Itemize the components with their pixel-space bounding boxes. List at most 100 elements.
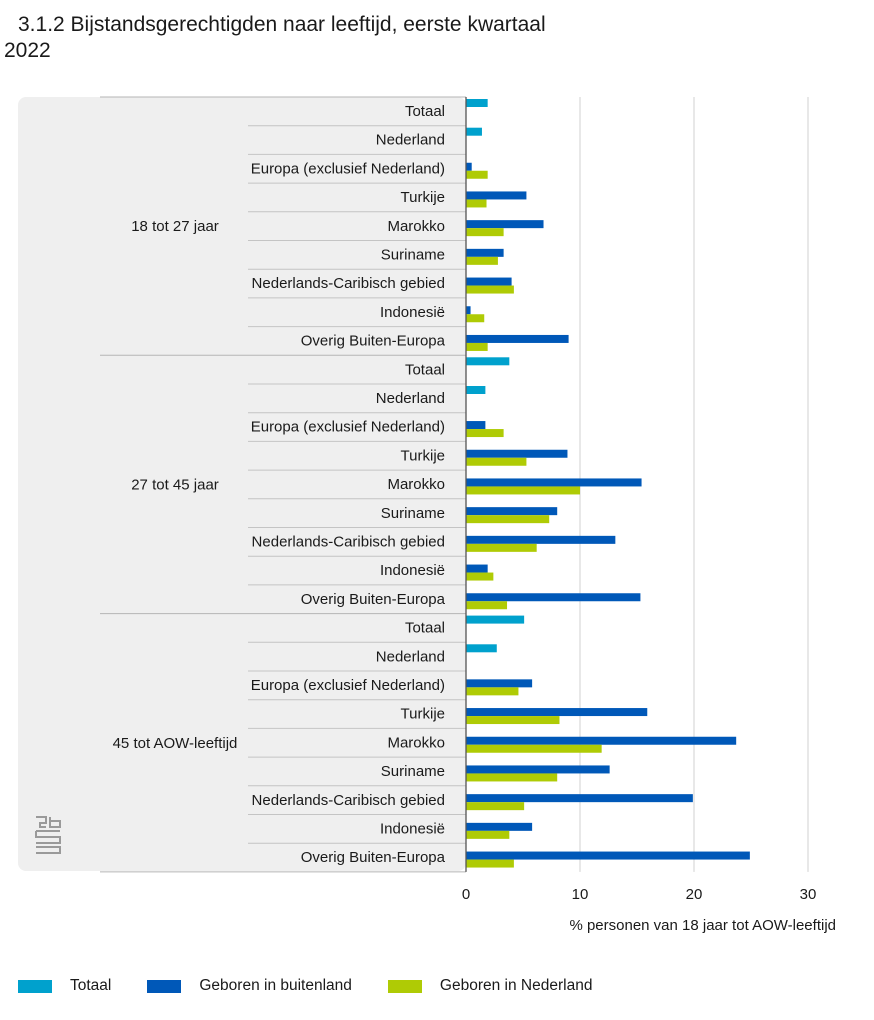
bar-geboren-in-buitenland xyxy=(466,421,486,430)
bar-geboren-in-nederland xyxy=(466,199,487,208)
row-label-indonesi: Indonesië xyxy=(380,562,445,579)
bar-geboren-in-buitenland xyxy=(466,191,527,200)
bar-totaal xyxy=(466,644,497,653)
row-label-overig-buiten-europa: Overig Buiten-Europa xyxy=(301,849,446,866)
bars xyxy=(466,99,750,868)
row-label-marokko: Marokko xyxy=(387,476,445,493)
row-label-suriname: Suriname xyxy=(381,763,445,780)
x-tick-label-0: 0 xyxy=(462,886,470,903)
row-label-turkije: Turkije xyxy=(401,189,445,206)
bar-geboren-in-buitenland xyxy=(466,794,693,803)
legend-swatch-totaal xyxy=(18,979,52,993)
x-tick-label-20: 20 xyxy=(686,886,703,903)
bar-geboren-in-buitenland xyxy=(466,822,533,831)
x-tick-label-30: 30 xyxy=(800,886,817,903)
legend-label-geboren-buitenland: Geboren in buitenland xyxy=(199,977,352,994)
bar-geboren-in-buitenland xyxy=(466,593,641,602)
row-label-suriname: Suriname xyxy=(381,247,445,264)
group-label-18-tot-27-jaar: 18 tot 27 jaar xyxy=(131,218,219,235)
row-label-overig-buiten-europa: Overig Buiten-Europa xyxy=(301,333,446,350)
bar-geboren-in-buitenland xyxy=(466,248,504,257)
bar-geboren-in-buitenland xyxy=(466,708,648,717)
row-label-marokko: Marokko xyxy=(387,734,445,751)
bar-totaal xyxy=(466,357,510,366)
bar-geboren-in-buitenland xyxy=(466,736,737,745)
bar-geboren-in-nederland xyxy=(466,601,508,610)
group-label-27-tot-45-jaar: 27 tot 45 jaar xyxy=(131,476,219,493)
bar-geboren-in-nederland xyxy=(466,486,580,495)
legend-swatch-geboren-nederland xyxy=(387,979,422,993)
row-label-totaal: Totaal xyxy=(405,361,445,378)
bar-geboren-in-buitenland xyxy=(466,679,533,688)
row-label-europa-exclusief-nederland: Europa (exclusief Nederland) xyxy=(251,419,445,436)
bar-geboren-in-nederland xyxy=(466,429,504,438)
row-label-turkije: Turkije xyxy=(401,447,445,464)
bar-geboren-in-buitenland xyxy=(466,306,471,315)
row-label-suriname: Suriname xyxy=(381,505,445,522)
chart-title: 3.1.2 Bijstandsgerechtigden naar leeftij… xyxy=(4,12,704,64)
row-label-indonesi: Indonesië xyxy=(380,304,445,321)
bar-geboren-in-nederland xyxy=(466,342,488,351)
bar-geboren-in-buitenland xyxy=(466,507,558,516)
row-label-indonesi: Indonesië xyxy=(380,821,445,838)
category-labels: 18 tot 27 jaar Totaal Nederland Europa (exc… xyxy=(100,96,466,873)
row-label-europa-exclusief-nederland: Europa (exclusief Nederland) xyxy=(251,160,445,177)
row-label-nederland: Nederland xyxy=(376,648,445,665)
bar-geboren-in-nederland xyxy=(466,228,504,237)
bar-geboren-in-buitenland xyxy=(466,334,569,343)
bar-geboren-in-nederland xyxy=(466,744,602,753)
bar-geboren-in-nederland xyxy=(466,515,550,524)
bar-geboren-in-nederland xyxy=(466,687,519,696)
row-label-nederland: Nederland xyxy=(376,390,445,407)
row-label-overig-buiten-europa: Overig Buiten-Europa xyxy=(301,591,446,608)
row-label-nederland: Nederland xyxy=(376,132,445,149)
legend-label-totaal: Totaal xyxy=(70,977,112,994)
bar-geboren-in-buitenland xyxy=(466,162,472,171)
chart-label-panel xyxy=(18,97,466,871)
bar-geboren-in-buitenland xyxy=(466,478,642,487)
group-label-45-tot-aow-leeftijd: 45 tot AOW-leeftijd xyxy=(113,735,238,752)
legend-item-geboren-nederland: Geboren in Nederland xyxy=(387,977,593,995)
bar-geboren-in-buitenland xyxy=(466,765,610,774)
bar-geboren-in-nederland xyxy=(466,859,514,868)
chart-title-line2: 2022 xyxy=(4,39,51,62)
bar-geboren-in-nederland xyxy=(466,773,558,782)
bar-geboren-in-buitenland xyxy=(466,535,616,544)
row-label-turkije: Turkije xyxy=(401,706,445,723)
x-axis-title: % personen van 18 jaar tot AOW-leeftijd xyxy=(569,917,836,934)
bar-geboren-in-nederland xyxy=(466,830,510,839)
bar-geboren-in-buitenland xyxy=(466,564,488,573)
row-label-totaal: Totaal xyxy=(405,103,445,120)
bar-geboren-in-nederland xyxy=(466,802,525,811)
legend-label-geboren-nederland: Geboren in Nederland xyxy=(439,977,593,994)
row-label-marokko: Marokko xyxy=(387,218,445,235)
legend-item-totaal: Totaal xyxy=(18,977,111,995)
x-tick-label-10: 10 xyxy=(572,886,589,903)
row-label-totaal: Totaal xyxy=(405,620,445,637)
bar-geboren-in-buitenland xyxy=(466,277,512,286)
legend-swatch-geboren-buitenland xyxy=(147,979,182,993)
row-label-nederlands-caribisch-gebied: Nederlands-Caribisch gebied xyxy=(252,275,445,292)
row-label-nederlands-caribisch-gebied: Nederlands-Caribisch gebied xyxy=(252,534,445,551)
legend-item-geboren-buitenland: Geboren in buitenland xyxy=(147,977,352,995)
legend: Totaal Geboren in buitenland Geboren in … xyxy=(18,975,628,997)
bar-geboren-in-nederland xyxy=(466,457,527,466)
row-label-europa-exclusief-nederland: Europa (exclusief Nederland) xyxy=(251,677,445,694)
bar-geboren-in-nederland xyxy=(466,543,537,552)
bar-totaal xyxy=(466,127,482,136)
bar-geboren-in-nederland xyxy=(466,716,560,725)
bar-geboren-in-buitenland xyxy=(466,220,544,229)
bar-geboren-in-nederland xyxy=(466,572,494,581)
bar-geboren-in-nederland xyxy=(466,170,488,179)
bar-geboren-in-nederland xyxy=(466,285,514,294)
bar-geboren-in-buitenland xyxy=(466,449,568,458)
cbs-logo-icon xyxy=(35,816,61,854)
bar-geboren-in-nederland xyxy=(466,314,485,323)
chart-title-line1: 3.1.2 Bijstandsgerechtigden naar leeftij… xyxy=(18,13,546,36)
bar-geboren-in-nederland xyxy=(466,256,498,265)
bar-totaal xyxy=(466,386,486,394)
bar-totaal xyxy=(466,99,488,107)
bar-geboren-in-buitenland xyxy=(466,851,750,860)
row-label-nederlands-caribisch-gebied: Nederlands-Caribisch gebied xyxy=(252,792,445,809)
